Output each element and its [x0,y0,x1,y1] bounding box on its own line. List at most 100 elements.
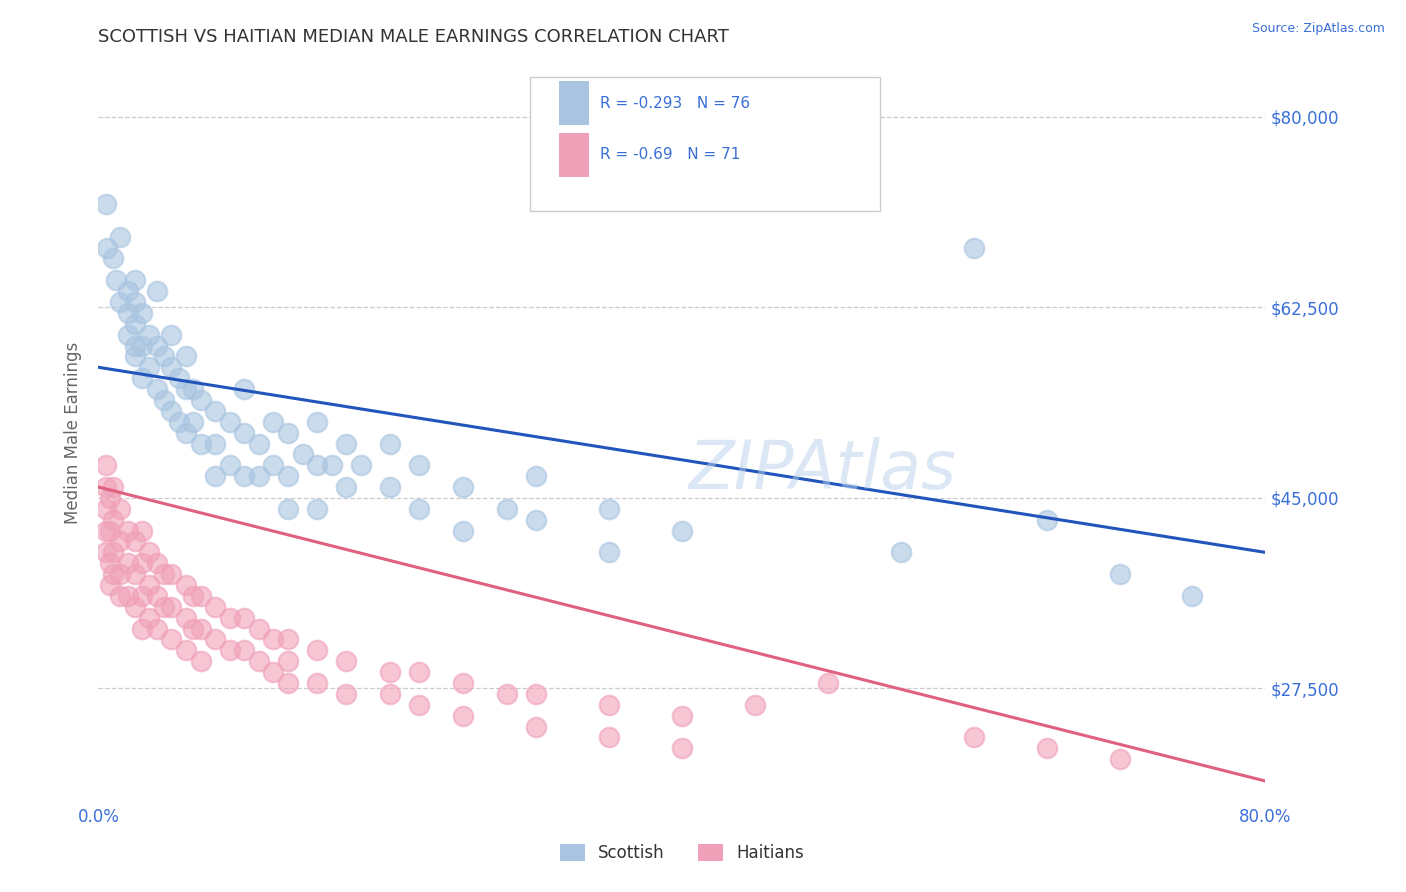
Point [1108,567,1130,582]
Text: SCOTTISH VS HAITIAN MEDIAN MALE EARNINGS CORRELATION CHART: SCOTTISH VS HAITIAN MEDIAN MALE EARNINGS… [98,28,730,45]
Point [181,622,204,636]
Point [94,545,117,559]
Point [204,436,226,450]
Point [131,338,153,352]
Point [146,556,169,570]
Point [307,643,329,657]
Point [138,545,160,559]
Point [307,415,329,429]
Point [181,415,204,429]
Point [350,458,373,473]
Point [117,327,139,342]
Point [408,665,430,680]
Point [204,404,226,418]
Point [124,338,146,352]
Point [98,524,121,538]
Point [138,610,160,624]
Legend: Scottish, Haitians: Scottish, Haitians [553,837,811,869]
Point [167,415,190,429]
Point [117,524,139,538]
Point [167,371,190,385]
Point [96,240,118,255]
Point [110,534,132,549]
Point [104,273,127,287]
Point [262,632,284,647]
Point [131,371,153,385]
Point [291,447,314,461]
Point [124,273,146,287]
Point [138,360,160,375]
Point [174,425,197,440]
Point [380,480,402,494]
Point [218,610,240,624]
Point [204,599,226,614]
Point [181,589,204,603]
Point [131,622,153,636]
Point [598,731,620,745]
Point [190,622,212,636]
Point [524,513,547,527]
Point [524,469,547,483]
Point [153,350,176,364]
Point [110,501,132,516]
Point [124,567,146,582]
Point [174,578,197,592]
Point [277,501,299,516]
Point [262,415,284,429]
Point [146,284,169,298]
Point [117,556,139,570]
Point [138,578,160,592]
Point [524,720,547,734]
Point [131,589,153,603]
Point [94,501,117,516]
Point [94,458,117,473]
Point [131,556,153,570]
Point [1035,513,1057,527]
Point [153,567,176,582]
Point [277,632,299,647]
Point [671,524,693,538]
Point [190,436,212,450]
Point [94,197,117,211]
Point [160,567,183,582]
Y-axis label: Median Male Earnings: Median Male Earnings [65,342,83,524]
Point [181,382,204,396]
Point [233,610,256,624]
Point [160,599,183,614]
Point [408,458,430,473]
Point [124,350,146,364]
Point [117,306,139,320]
Point [98,556,121,570]
Point [598,545,620,559]
Point [380,436,402,450]
Point [233,425,256,440]
Point [146,589,169,603]
Point [247,622,270,636]
Point [124,295,146,310]
Point [890,545,912,559]
Point [451,676,474,690]
Point [101,252,124,266]
Bar [560,133,589,178]
Point [262,665,284,680]
Point [160,404,183,418]
Point [174,610,197,624]
Point [153,599,176,614]
Point [146,382,169,396]
Point [110,295,132,310]
Point [744,698,766,712]
Point [131,306,153,320]
Point [101,513,124,527]
Point [451,708,474,723]
Point [277,469,299,483]
Point [233,643,256,657]
Point [218,458,240,473]
Point [124,317,146,331]
Point [671,708,693,723]
Point [101,545,124,559]
Point [101,480,124,494]
Text: R = -0.293   N = 76: R = -0.293 N = 76 [600,95,751,111]
Point [277,654,299,668]
Point [218,415,240,429]
Point [190,392,212,407]
